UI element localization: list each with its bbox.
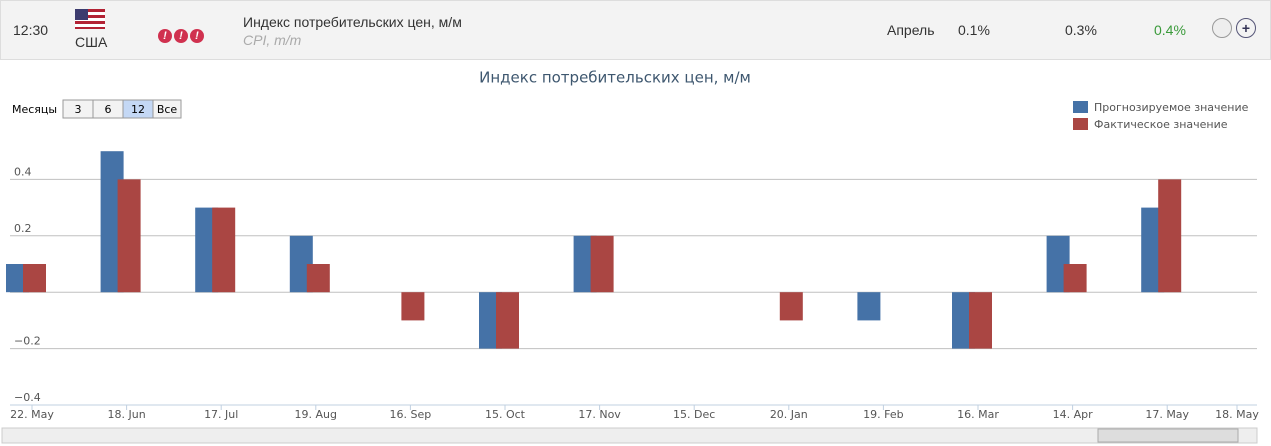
range-button-label[interactable]: 3 (75, 103, 82, 116)
x-tick-label: 17. Jul (204, 408, 238, 421)
chart-title: Индекс потребительских цен, м/м (479, 69, 751, 87)
flag (75, 9, 105, 29)
range-button-label[interactable]: 6 (105, 103, 112, 116)
bar (496, 292, 519, 349)
x-tick-label: 17. Nov (578, 408, 621, 421)
legend-label: Прогнозируемое значение (1094, 101, 1249, 114)
x-tick-label: 15. Oct (485, 408, 526, 421)
bar (1063, 264, 1087, 293)
range-button-label[interactable]: Все (157, 103, 178, 116)
event-title: Индекс потребительских цен, м/м (243, 14, 462, 30)
x-tick-label: 19. Feb (863, 408, 903, 421)
forecast: 0.3% (1065, 22, 1097, 38)
scrollbar[interactable] (1, 427, 1258, 444)
x-tick-label: 20. Jan (770, 408, 808, 421)
x-tick-label: 16. Sep (390, 408, 432, 421)
legend-swatch (1073, 101, 1088, 113)
add-button[interactable]: + (1236, 18, 1256, 38)
x-tick-label: 15. Dec (673, 408, 715, 421)
bar (857, 292, 881, 321)
bar (969, 292, 992, 349)
bar (401, 292, 425, 321)
country: США (75, 34, 108, 50)
bar (779, 292, 803, 321)
y-tick-label: 0.2 (14, 222, 32, 235)
bar (306, 264, 330, 293)
importance-icon: ! (158, 29, 172, 43)
bar (1158, 179, 1182, 293)
importance-icon: ! (174, 29, 188, 43)
range-label: Месяцы (12, 103, 57, 116)
period: Апрель (887, 22, 935, 38)
actual: 0.4% (1154, 22, 1186, 38)
x-tick-label: 18. May (1215, 408, 1259, 421)
bar (212, 207, 236, 293)
event-row: 12:30 США !!! Индекс потребительских цен… (0, 0, 1271, 60)
previous: 0.1% (958, 22, 990, 38)
bar (23, 264, 46, 293)
x-tick-label: 16. Mar (957, 408, 999, 421)
x-tick-label: 22. May (10, 408, 54, 421)
x-tick-label: 17. May (1145, 408, 1189, 421)
x-tick-label: 14. Apr (1053, 408, 1093, 421)
x-tick-label: 19. Aug (295, 408, 337, 421)
importance-icon: ! (190, 29, 204, 43)
chart-toggle[interactable] (1212, 18, 1232, 38)
time: 12:30 (13, 22, 49, 38)
legend-label: Фактическое значение (1094, 118, 1228, 131)
y-tick-label: −0.4 (14, 391, 41, 404)
event-subtitle: CPI, m/m (243, 32, 302, 48)
x-tick-label: 18. Jun (108, 408, 146, 421)
legend-swatch (1073, 118, 1088, 130)
y-tick-label: −0.2 (14, 335, 41, 348)
range-button[interactable] (152, 99, 182, 119)
chart: Индекс потребительских цен, м/м Месяцы 3… (1, 69, 1259, 444)
importance: !!! (158, 26, 206, 43)
bar (590, 235, 614, 293)
scrollbar-thumb[interactable] (1097, 428, 1239, 443)
bar (117, 179, 141, 293)
y-tick-label: 0.4 (14, 165, 32, 178)
range-button-label[interactable]: 12 (131, 103, 145, 116)
